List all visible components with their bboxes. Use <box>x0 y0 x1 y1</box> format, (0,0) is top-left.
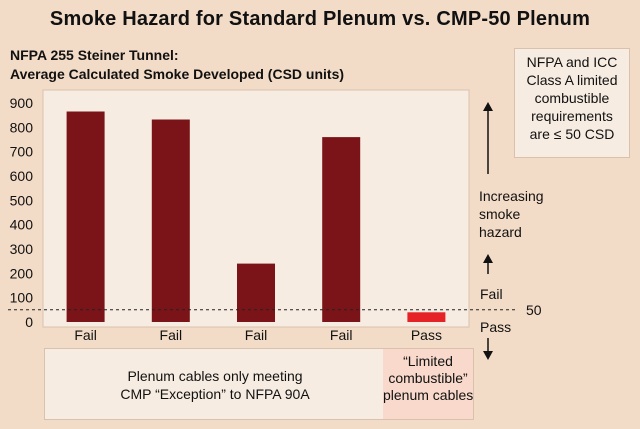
standard-plenum-line-1: Plenum cables only meeting <box>127 368 303 384</box>
bar-4 <box>322 137 361 322</box>
note-line: Class A limited <box>526 72 618 88</box>
chart-title: Smoke Hazard for Standard Plenum vs. CMP… <box>49 8 591 30</box>
x-tick-label: Fail <box>160 327 183 343</box>
limited-combustible-line-3: plenum cables <box>383 387 474 403</box>
subtitle-line-2: Average Calculated Smoke Developed (CSD … <box>10 66 345 82</box>
note-line: requirements <box>531 108 613 124</box>
bar-1 <box>66 111 105 322</box>
short-up-arrow-icon <box>483 254 493 274</box>
limited-combustible-line-2: combustible” <box>388 370 468 386</box>
y-tick-label: 300 <box>10 241 34 257</box>
y-tick-label: 700 <box>10 144 34 160</box>
cable-type-legend: Plenum cables only meeting CMP “Exceptio… <box>44 348 474 420</box>
threshold-label: 50 <box>526 302 542 318</box>
bar-3 <box>237 263 275 322</box>
y-tick-label: 0 <box>25 314 33 330</box>
y-tick-label: 900 <box>10 95 34 111</box>
requirement-note-box: NFPA and ICC Class A limited combustible… <box>514 48 630 158</box>
increasing-smoke-hazard-label: Increasing smoke hazard <box>479 187 544 241</box>
limited-combustible-label: “Limited combustible” plenum cables <box>383 349 473 419</box>
x-tick-label: Fail <box>245 327 268 343</box>
bar-2 <box>151 119 190 322</box>
y-tick-label: 400 <box>10 217 34 233</box>
y-tick-label: 200 <box>10 265 34 281</box>
long-up-arrow-icon <box>483 102 493 174</box>
y-tick-label: 800 <box>10 119 34 135</box>
subtitle-line-1: NFPA 255 Steiner Tunnel: <box>10 47 179 63</box>
x-axis-labels: Fail Fail Fail Fail Pass <box>74 327 442 343</box>
standard-plenum-line-2: CMP “Exception” to NFPA 90A <box>120 386 310 402</box>
increasing-line-1: Increasing <box>479 188 544 204</box>
x-tick-label: Fail <box>330 327 353 343</box>
down-arrow-icon <box>483 338 493 360</box>
increasing-line-3: hazard <box>479 224 522 240</box>
bar-5 <box>407 312 446 322</box>
y-tick-label: 500 <box>10 192 34 208</box>
chart-subtitle: NFPA 255 Steiner Tunnel: Average Calcula… <box>10 46 344 84</box>
limited-combustible-line-1: “Limited <box>403 353 453 369</box>
x-tick-label: Fail <box>74 327 97 343</box>
fail-zone-label: Fail <box>480 286 503 302</box>
y-tick-label: 100 <box>10 290 34 306</box>
y-axis-ticks: 0 100 200 300 400 500 600 700 800 900 <box>10 95 34 330</box>
bars <box>66 111 446 322</box>
increasing-line-2: smoke <box>479 206 521 222</box>
x-tick-label: Pass <box>411 327 442 343</box>
note-line: NFPA and ICC <box>526 54 618 70</box>
y-tick-label: 600 <box>10 168 34 184</box>
note-line: combustible <box>534 90 610 106</box>
standard-plenum-label: Plenum cables only meeting CMP “Exceptio… <box>45 367 385 403</box>
pass-zone-label: Pass <box>480 319 512 335</box>
note-line: are ≤ 50 CSD <box>529 126 615 142</box>
